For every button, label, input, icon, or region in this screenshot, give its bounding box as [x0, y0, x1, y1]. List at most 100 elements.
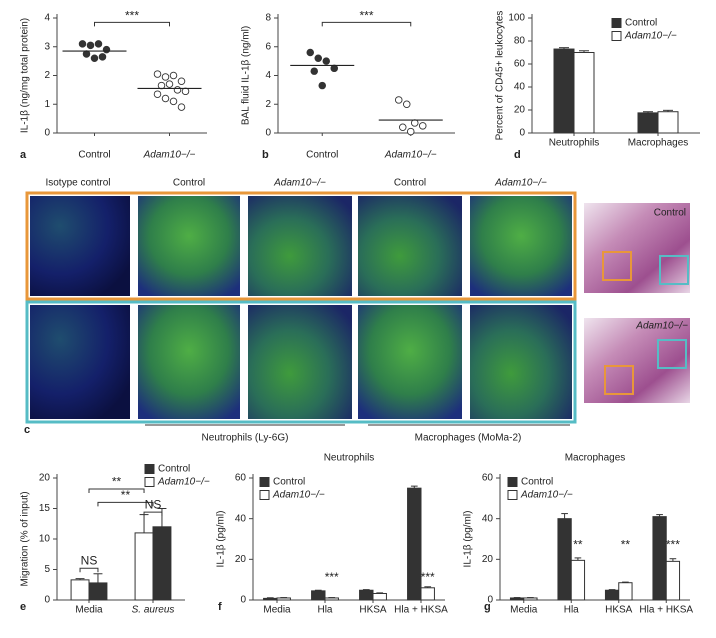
y-tick-label: 60	[235, 473, 247, 484]
x-tick-label: Adam10−/−	[143, 150, 196, 161]
y-tick-label: 40	[235, 513, 247, 524]
x-tick-label: Macrophages	[628, 138, 689, 149]
y-tick-label: 0	[44, 128, 50, 139]
bar	[359, 589, 374, 601]
bar	[657, 111, 679, 134]
x-tick-label: Hla + HKSA	[639, 605, 693, 616]
significance-label: ***	[125, 9, 139, 23]
x-tick-label: Hla	[564, 605, 579, 616]
legend-swatch	[507, 477, 518, 487]
data-point	[173, 86, 182, 94]
bar	[372, 592, 387, 601]
y-tick-label: 40	[514, 82, 526, 93]
y-tick-label: 4	[265, 70, 271, 81]
legend-swatch	[259, 477, 270, 487]
panel-c-images	[25, 191, 690, 426]
bar	[134, 532, 154, 601]
micrograph	[248, 305, 352, 419]
data-point	[407, 127, 415, 136]
y-axis-label: IL-1β (ng/mg total protein)	[20, 18, 31, 133]
roi-box	[659, 255, 689, 285]
data-point	[98, 53, 107, 61]
column-header: Control	[394, 178, 426, 189]
significance-bracket	[88, 488, 145, 493]
legend-label: Adam10−/−	[520, 490, 573, 501]
column-header: Isotype control	[45, 178, 110, 189]
y-tick-label: 4	[44, 13, 50, 24]
group-label: Macrophages (MoMa-2)	[415, 433, 522, 444]
significance-label: ***	[359, 9, 373, 23]
bar	[324, 597, 339, 601]
significance-bracket	[79, 567, 99, 573]
bar	[420, 587, 435, 601]
data-point	[161, 94, 170, 103]
y-axis-label: Percent of CD45+ leukocytes	[495, 11, 506, 141]
chart-title: Neutrophils	[324, 453, 375, 464]
data-point	[153, 70, 162, 78]
data-point	[403, 100, 411, 108]
x-tick-label: Adam10−/−	[384, 150, 437, 161]
x-tick-label: Media	[510, 605, 538, 616]
x-tick-label: Control	[78, 150, 110, 161]
x-tick-label: Hla	[317, 605, 332, 616]
bar	[152, 526, 172, 601]
data-point	[177, 103, 186, 111]
x-tick-label: S. aureus	[132, 605, 175, 616]
roi-box	[602, 251, 632, 281]
legend-swatch	[507, 490, 518, 500]
y-tick-label: 0	[265, 128, 271, 139]
panel-letter: f	[218, 601, 222, 613]
significance-bracket	[321, 21, 412, 27]
y-tick-label: 0	[519, 128, 525, 139]
legend-swatch	[144, 477, 155, 487]
chart-title: Macrophages	[565, 453, 626, 464]
bar	[276, 597, 291, 601]
data-point	[399, 123, 407, 131]
bar	[553, 48, 575, 134]
legend-swatch	[611, 31, 622, 41]
micrograph	[138, 196, 240, 296]
data-point	[306, 48, 315, 57]
histology	[584, 318, 690, 403]
roi-box	[657, 339, 687, 369]
legend-label: Control	[521, 477, 553, 488]
panel-letter: e	[20, 601, 26, 613]
significance-label: **	[621, 537, 631, 551]
significance-label: ***	[421, 570, 435, 584]
data-point	[94, 40, 103, 48]
micrograph	[248, 196, 352, 296]
data-point	[169, 97, 178, 106]
y-tick-label: 100	[508, 13, 525, 24]
data-point	[318, 81, 327, 90]
significance-bracket	[143, 511, 163, 517]
data-point	[78, 40, 87, 48]
y-tick-label: 0	[240, 595, 246, 606]
data-point	[169, 71, 178, 80]
x-tick-label: HKSA	[359, 605, 387, 616]
legend-label: Adam10−/−	[624, 31, 677, 42]
y-tick-label: 0	[487, 595, 493, 606]
y-tick-label: 3	[44, 41, 50, 52]
panel-letter: d	[514, 149, 521, 161]
data-point	[395, 96, 403, 104]
histology-label: Adam10−/−	[635, 321, 688, 332]
significance-label: NS	[145, 498, 162, 512]
y-axis-label: IL-1β (pg/ml)	[463, 511, 474, 568]
data-point	[86, 41, 95, 50]
micrograph	[30, 196, 130, 296]
bar	[637, 112, 659, 134]
bar	[311, 590, 326, 601]
micrograph	[138, 305, 240, 419]
x-tick-label: Media	[75, 605, 103, 616]
bar	[523, 597, 538, 601]
y-tick-label: 20	[39, 473, 51, 484]
bar	[652, 516, 667, 601]
bar	[70, 579, 90, 601]
orange-frame	[25, 191, 577, 301]
data-point	[419, 122, 427, 130]
y-tick-label: 5	[44, 564, 50, 575]
y-axis-label: BAL fluid IL-1β (ng/ml)	[241, 26, 252, 125]
bar	[407, 487, 422, 601]
cyan-frame	[25, 300, 577, 424]
